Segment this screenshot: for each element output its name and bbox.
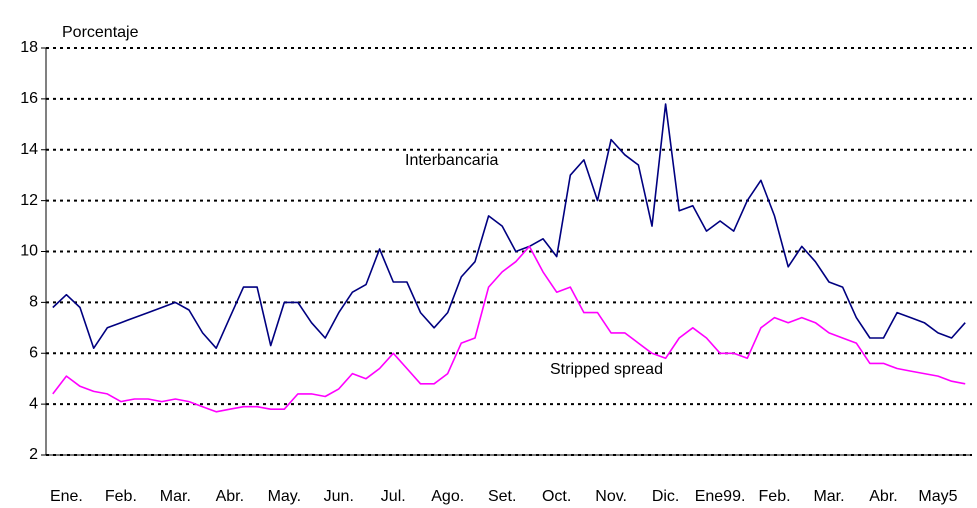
y-tick-label: 2 (29, 446, 38, 463)
x-tick-label: Ene99. (695, 488, 746, 505)
y-tick-label: 16 (20, 90, 38, 107)
x-tick-label: Ene. (50, 488, 83, 505)
x-tick-label: Jul. (381, 488, 406, 505)
x-tick-label: Set. (488, 488, 516, 505)
y-tick-label: 18 (20, 39, 38, 56)
series-label: Stripped spread (550, 361, 663, 378)
x-tick-label: Abr. (216, 488, 244, 505)
x-tick-label: Jun. (324, 488, 354, 505)
x-tick-label: Oct. (542, 488, 571, 505)
y-tick-label: 14 (20, 141, 38, 158)
y-tick-label: 10 (20, 243, 38, 260)
y-tick-label: 4 (29, 395, 38, 412)
x-tick-label: Ago. (431, 488, 464, 505)
y-tick-label: 8 (29, 294, 38, 311)
y-tick-label: 12 (20, 192, 38, 209)
series-label: Interbancaria (405, 152, 498, 169)
x-tick-label: Dic. (652, 488, 680, 505)
x-tick-label: Mar. (160, 488, 191, 505)
x-tick-label: Feb. (105, 488, 137, 505)
x-tick-label: Mar. (813, 488, 844, 505)
series-line (52, 103, 966, 349)
y-tick-label: 6 (29, 344, 38, 361)
x-tick-label: Feb. (759, 488, 791, 505)
x-tick-label: Nov. (595, 488, 627, 505)
y-axis-label: Porcentaje (62, 24, 139, 41)
x-tick-label: Abr. (869, 488, 897, 505)
series-line (52, 245, 966, 413)
x-tick-label: May5 (918, 488, 957, 505)
x-tick-label: May. (268, 488, 301, 505)
